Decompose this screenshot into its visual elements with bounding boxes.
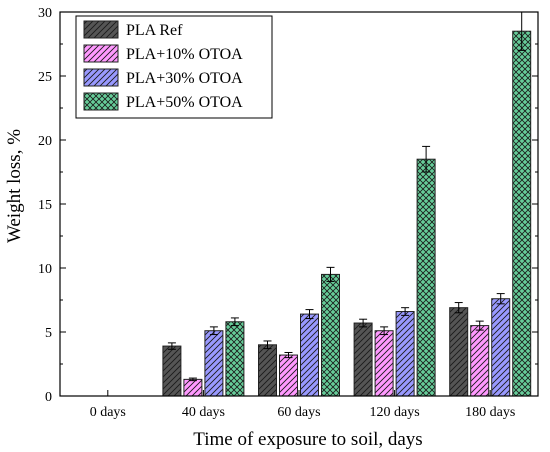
legend-swatch <box>83 92 119 111</box>
y-tick-label: 25 <box>38 70 52 85</box>
x-tick-label: 180 days <box>465 405 515 420</box>
legend-label: PLA+10% OTOA <box>126 46 243 63</box>
bar <box>395 311 415 397</box>
legend-swatch <box>83 20 119 39</box>
legend-label: PLA Ref <box>126 22 183 39</box>
legend-label: PLA+30% OTOA <box>126 70 243 87</box>
x-tick-label: 60 days <box>277 405 320 420</box>
bar <box>162 345 182 397</box>
bar <box>470 325 490 397</box>
bar <box>512 30 532 397</box>
y-axis-title: Weight loss, % <box>4 129 25 243</box>
bar <box>204 330 224 397</box>
x-axis-title: Time of exposure to soil, days <box>193 429 422 450</box>
y-tick-label: 5 <box>45 326 52 341</box>
bar <box>300 313 319 397</box>
x-tick-label: 40 days <box>182 405 225 420</box>
bar <box>491 298 511 397</box>
y-tick-label: 15 <box>38 198 52 213</box>
x-tick-label: 120 days <box>370 405 420 420</box>
y-tick-label: 30 <box>38 6 52 21</box>
bar <box>353 322 373 397</box>
legend-label: PLA+50% OTOA <box>126 94 243 111</box>
bar <box>258 344 277 397</box>
bar <box>225 321 245 397</box>
legend-swatch <box>83 44 119 63</box>
bar <box>374 330 394 397</box>
bar <box>416 158 436 397</box>
bar <box>449 307 469 397</box>
y-tick-label: 0 <box>45 390 52 405</box>
bar <box>183 378 203 397</box>
bar <box>279 354 298 397</box>
y-tick-label: 10 <box>38 262 52 277</box>
bar <box>321 273 340 397</box>
x-tick-label: 0 days <box>90 405 126 420</box>
legend-swatch <box>83 68 119 87</box>
y-tick-label: 20 <box>38 134 52 149</box>
